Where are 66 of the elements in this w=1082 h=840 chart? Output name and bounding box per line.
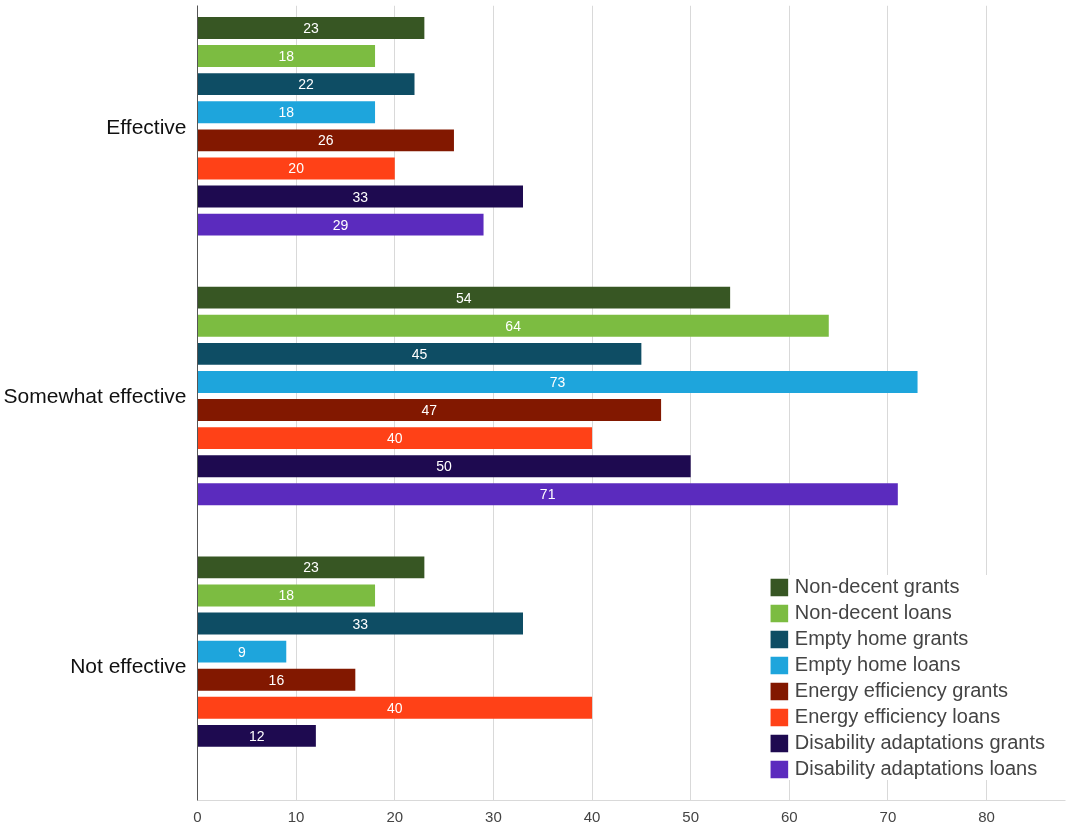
data-label: 54 [456, 289, 472, 306]
data-label: 33 [352, 615, 369, 632]
legend-label: Non-decent grants [794, 575, 960, 598]
bar [197, 427, 593, 450]
bar [197, 696, 593, 719]
legend-label: Empty home grants [794, 627, 969, 650]
bar [197, 101, 376, 124]
legend-label: Energy efficiency grants [794, 679, 1008, 702]
data-label: 64 [505, 317, 522, 334]
bar [197, 73, 415, 96]
bar [197, 129, 454, 152]
legend-label: Empty home loans [794, 653, 961, 676]
bar [197, 185, 523, 208]
x-tick-label: 10 [287, 807, 305, 825]
data-label: 73 [549, 373, 566, 390]
bar [197, 157, 395, 180]
data-label: 23 [303, 559, 319, 576]
bar [197, 314, 829, 337]
legend-label: Non-decent loans [794, 601, 952, 624]
data-label: 23 [303, 19, 319, 36]
y-tick-label: Somewhat effective [3, 384, 187, 408]
data-label: 18 [278, 104, 295, 121]
bar [197, 668, 356, 691]
data-label: 18 [278, 587, 295, 604]
bar [197, 724, 316, 747]
data-label: 33 [352, 188, 369, 205]
bar [197, 342, 642, 365]
legend-label: Energy efficiency loans [794, 705, 1001, 728]
bar [197, 45, 376, 68]
y-tick-label: Not effective [70, 654, 187, 678]
x-tick-label: 50 [682, 807, 700, 825]
data-label: 29 [332, 216, 349, 233]
legend-label: Disability adaptations loans [794, 757, 1038, 780]
bar [197, 17, 425, 39]
data-label: 18 [278, 48, 295, 65]
bar [197, 584, 376, 607]
data-label: 40 [386, 430, 403, 447]
x-tick-label: 60 [780, 807, 798, 825]
bar [197, 612, 523, 635]
x-tick-label: 80 [978, 807, 995, 825]
data-label: 50 [436, 458, 453, 475]
data-label: 47 [421, 402, 438, 419]
y-tick-label: Effective [106, 114, 187, 138]
bar [197, 213, 484, 236]
x-tick-label: 30 [485, 807, 502, 825]
data-label: 71 [539, 486, 556, 503]
x-tick-label: 40 [583, 807, 601, 825]
bar [197, 455, 691, 478]
data-label: 20 [288, 160, 305, 177]
bar [197, 370, 918, 393]
legend-label: Disability adaptations grants [794, 731, 1045, 754]
bar [197, 640, 287, 663]
data-label: 45 [411, 345, 428, 362]
x-tick-label: 0 [193, 807, 202, 825]
data-label: 40 [386, 699, 403, 716]
data-label: 12 [248, 727, 265, 744]
bar [197, 399, 662, 421]
data-label: 16 [268, 671, 285, 688]
x-tick-label: 70 [879, 807, 897, 825]
bar [197, 286, 731, 309]
data-label: 22 [298, 76, 314, 93]
bar [197, 483, 898, 506]
data-label: 26 [317, 132, 334, 149]
x-tick-label: 20 [386, 807, 404, 825]
data-label: 9 [237, 643, 246, 660]
bar [197, 556, 425, 579]
